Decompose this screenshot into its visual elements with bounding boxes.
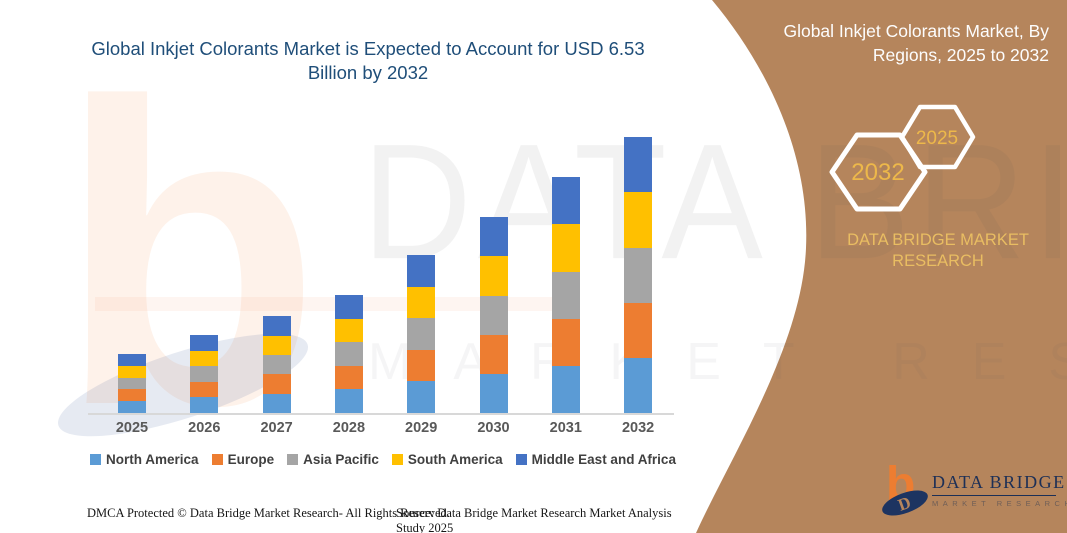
segment-asia-pacific <box>190 366 219 382</box>
logo-text-block: DATA BRIDGE MARKET RESEARCH <box>932 472 1067 508</box>
x-axis-label: 2026 <box>188 420 221 436</box>
legend-label: Middle East and Africa <box>531 452 676 467</box>
x-axis-line <box>88 413 674 415</box>
bar-2027 <box>262 316 291 413</box>
legend-item-middle-east-and-africa: Middle East and Africa <box>515 452 676 467</box>
segment-north-america <box>190 397 219 413</box>
segment-europe <box>551 318 580 366</box>
legend-item-asia-pacific: Asia Pacific <box>287 452 379 467</box>
logo-swoosh: D <box>882 490 928 516</box>
legend-item-north-america: North America <box>90 452 199 467</box>
segment-europe <box>407 349 436 382</box>
segment-asia-pacific <box>334 342 363 366</box>
segment-europe <box>262 374 291 394</box>
segment-europe <box>624 302 653 358</box>
bar-2025 <box>118 354 146 413</box>
segment-middle-east-and-africa <box>334 295 363 319</box>
segment-asia-pacific <box>118 377 146 390</box>
segment-middle-east-and-africa <box>479 217 508 257</box>
segment-europe <box>118 389 146 402</box>
bars-area <box>88 120 674 413</box>
segment-north-america <box>334 389 363 413</box>
legend-swatch-icon <box>391 454 403 465</box>
bar-2032 <box>624 137 653 413</box>
segment-middle-east-and-africa <box>118 354 146 366</box>
svg-text:D: D <box>895 493 913 515</box>
segment-south-america <box>551 224 580 272</box>
segment-north-america <box>551 365 580 413</box>
segment-north-america <box>479 373 508 413</box>
segment-south-america <box>407 286 436 319</box>
chart-legend: North America Europe Asia Pacific South Ame… <box>88 452 678 467</box>
side-panel-shape <box>696 0 1067 533</box>
segment-asia-pacific <box>624 247 653 303</box>
legend-label: South America <box>407 452 503 467</box>
bar-2028 <box>334 295 363 413</box>
chart-title: Global Inkjet Colorants Market is Expect… <box>91 38 645 83</box>
bar-2026 <box>190 335 219 413</box>
legend-label: North America <box>106 452 199 467</box>
segment-europe <box>479 334 508 374</box>
legend-swatch-icon <box>90 454 102 465</box>
x-axis-label: 2028 <box>332 420 366 436</box>
data-bridge-logo-icon: b D <box>882 460 928 516</box>
bar-2029 <box>407 255 436 413</box>
legend-label: Asia Pacific <box>303 452 379 467</box>
legend-swatch-icon <box>211 454 223 465</box>
segment-middle-east-and-africa <box>407 255 436 287</box>
logo-name: DATA BRIDGE <box>932 472 1064 496</box>
x-axis-label: 2031 <box>549 420 582 436</box>
legend-item-europe: Europe <box>211 452 275 467</box>
logo-tagline: MARKET RESEARCH <box>932 499 1067 508</box>
segment-middle-east-and-africa <box>624 137 653 193</box>
bar-2031 <box>551 177 580 413</box>
segment-north-america <box>118 401 146 413</box>
segment-south-america <box>334 318 363 343</box>
segment-middle-east-and-africa <box>190 335 219 351</box>
x-axis-label: 2032 <box>621 420 655 436</box>
hexagon-small-label: 2025 <box>916 128 958 149</box>
segment-asia-pacific <box>407 318 436 350</box>
segment-north-america <box>624 357 653 413</box>
segment-south-america <box>479 256 508 296</box>
x-axis-label: 2030 <box>477 420 510 436</box>
footer: DMCA Protected © Data Bridge Market Rese… <box>0 506 700 533</box>
legend-swatch-icon <box>515 454 527 465</box>
segment-asia-pacific <box>262 354 291 375</box>
segment-asia-pacific <box>479 295 508 335</box>
hexagon-large-label: 2032 <box>851 159 904 186</box>
segment-south-america <box>190 350 219 367</box>
brand-text: DATA BRIDGE MARKET RESEARCH <box>847 231 1029 270</box>
segment-south-america <box>118 365 146 378</box>
x-axis-label: 2027 <box>260 420 293 436</box>
segment-asia-pacific <box>551 271 580 319</box>
segment-europe <box>334 365 363 390</box>
hexagon-large <box>829 132 928 212</box>
footer-source: Source: Data Bridge Market Research Mark… <box>396 506 672 533</box>
stacked-bar-chart: 2025 2026 2027 2028 2029 2030 2031 2032 <box>88 120 678 460</box>
legend-swatch-icon <box>287 454 299 465</box>
x-axis-label: 2025 <box>115 420 149 436</box>
legend-item-south-america: South America <box>391 452 503 467</box>
segment-europe <box>190 381 219 398</box>
data-bridge-logo: b D DATA BRIDGE MARKET RESEARCH <box>878 460 1067 518</box>
segment-north-america <box>407 381 436 413</box>
footer-copyright: DMCA Protected © Data Bridge Market Rese… <box>87 506 450 520</box>
segment-north-america <box>262 393 291 413</box>
segment-middle-east-and-africa <box>262 316 291 336</box>
segment-south-america <box>624 192 653 248</box>
segment-middle-east-and-africa <box>551 177 580 225</box>
side-panel-title: Global Inkjet Colorants Market, By Regio… <box>783 21 1049 65</box>
bar-2030 <box>479 217 508 413</box>
segment-south-america <box>262 335 291 355</box>
legend-label: Europe <box>227 452 275 467</box>
hexagon-badges: 2025 2032 <box>829 104 976 212</box>
x-axis-label: 2029 <box>405 420 438 436</box>
